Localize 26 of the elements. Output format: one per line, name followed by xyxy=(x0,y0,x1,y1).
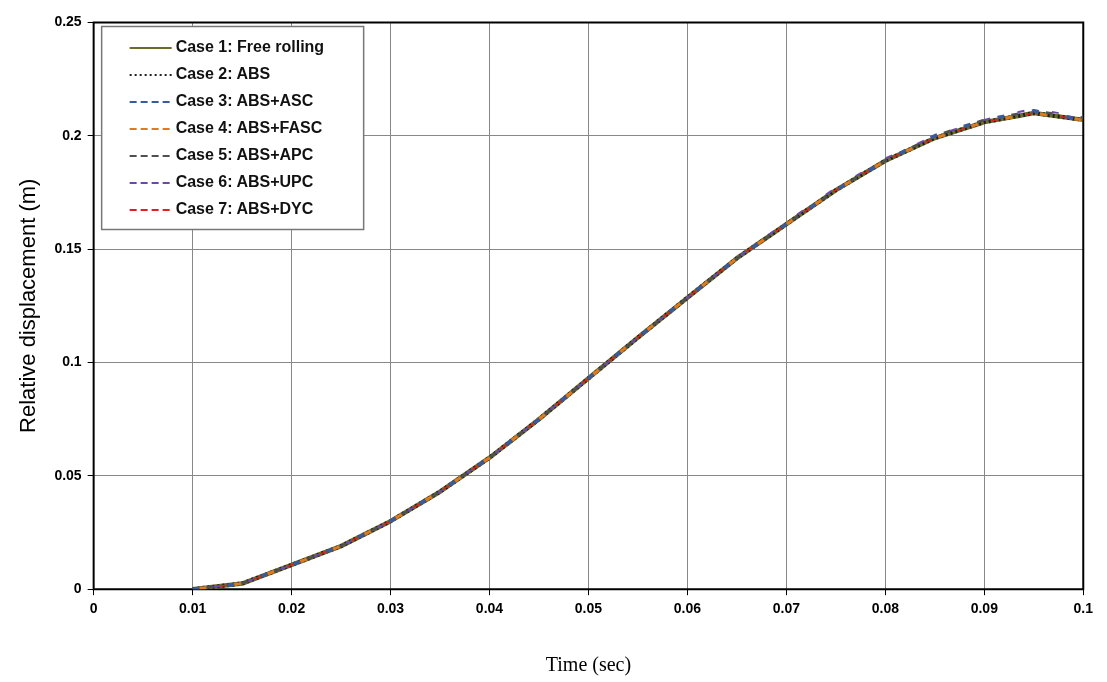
x-tick-label: 0.06 xyxy=(673,600,702,617)
x-tick-label: 0.09 xyxy=(970,600,999,617)
x-tick-label: 0.07 xyxy=(772,600,801,617)
x-axis-title: Time (sec) xyxy=(545,653,632,677)
y-tick-label: 0.1 xyxy=(62,353,82,370)
y-tick-label: 0.15 xyxy=(54,239,82,256)
y-tick-label: 0.05 xyxy=(54,466,82,483)
x-tick-label: 0.05 xyxy=(574,600,603,617)
legend-label: Case 3: ABS+ASC xyxy=(175,92,314,110)
x-tick-label: 0 xyxy=(89,600,98,617)
x-tick-label: 0.04 xyxy=(475,600,504,617)
legend-label: Case 4: ABS+FASC xyxy=(175,119,323,137)
y-tick-label: 0.2 xyxy=(62,126,82,143)
y-tick-label: 0 xyxy=(73,580,82,597)
y-axis-title: Relative displacement (m) xyxy=(15,178,41,433)
legend-label: Case 7: ABS+DYC xyxy=(175,200,314,218)
y-tick-label: 0.25 xyxy=(54,13,82,30)
legend-label: Case 2: ABS xyxy=(175,65,271,83)
x-tick-label: 0.01 xyxy=(178,600,207,617)
legend-label: Case 6: ABS+UPC xyxy=(175,173,314,191)
legend-label: Case 5: ABS+APC xyxy=(175,146,314,164)
x-tick-label: 0.08 xyxy=(871,600,900,617)
x-tick-label: 0.02 xyxy=(277,600,306,617)
x-tick-label: 0.03 xyxy=(376,600,405,617)
legend-label: Case 1: Free rolling xyxy=(175,38,325,56)
x-tick-label: 0.1 xyxy=(1073,600,1094,617)
